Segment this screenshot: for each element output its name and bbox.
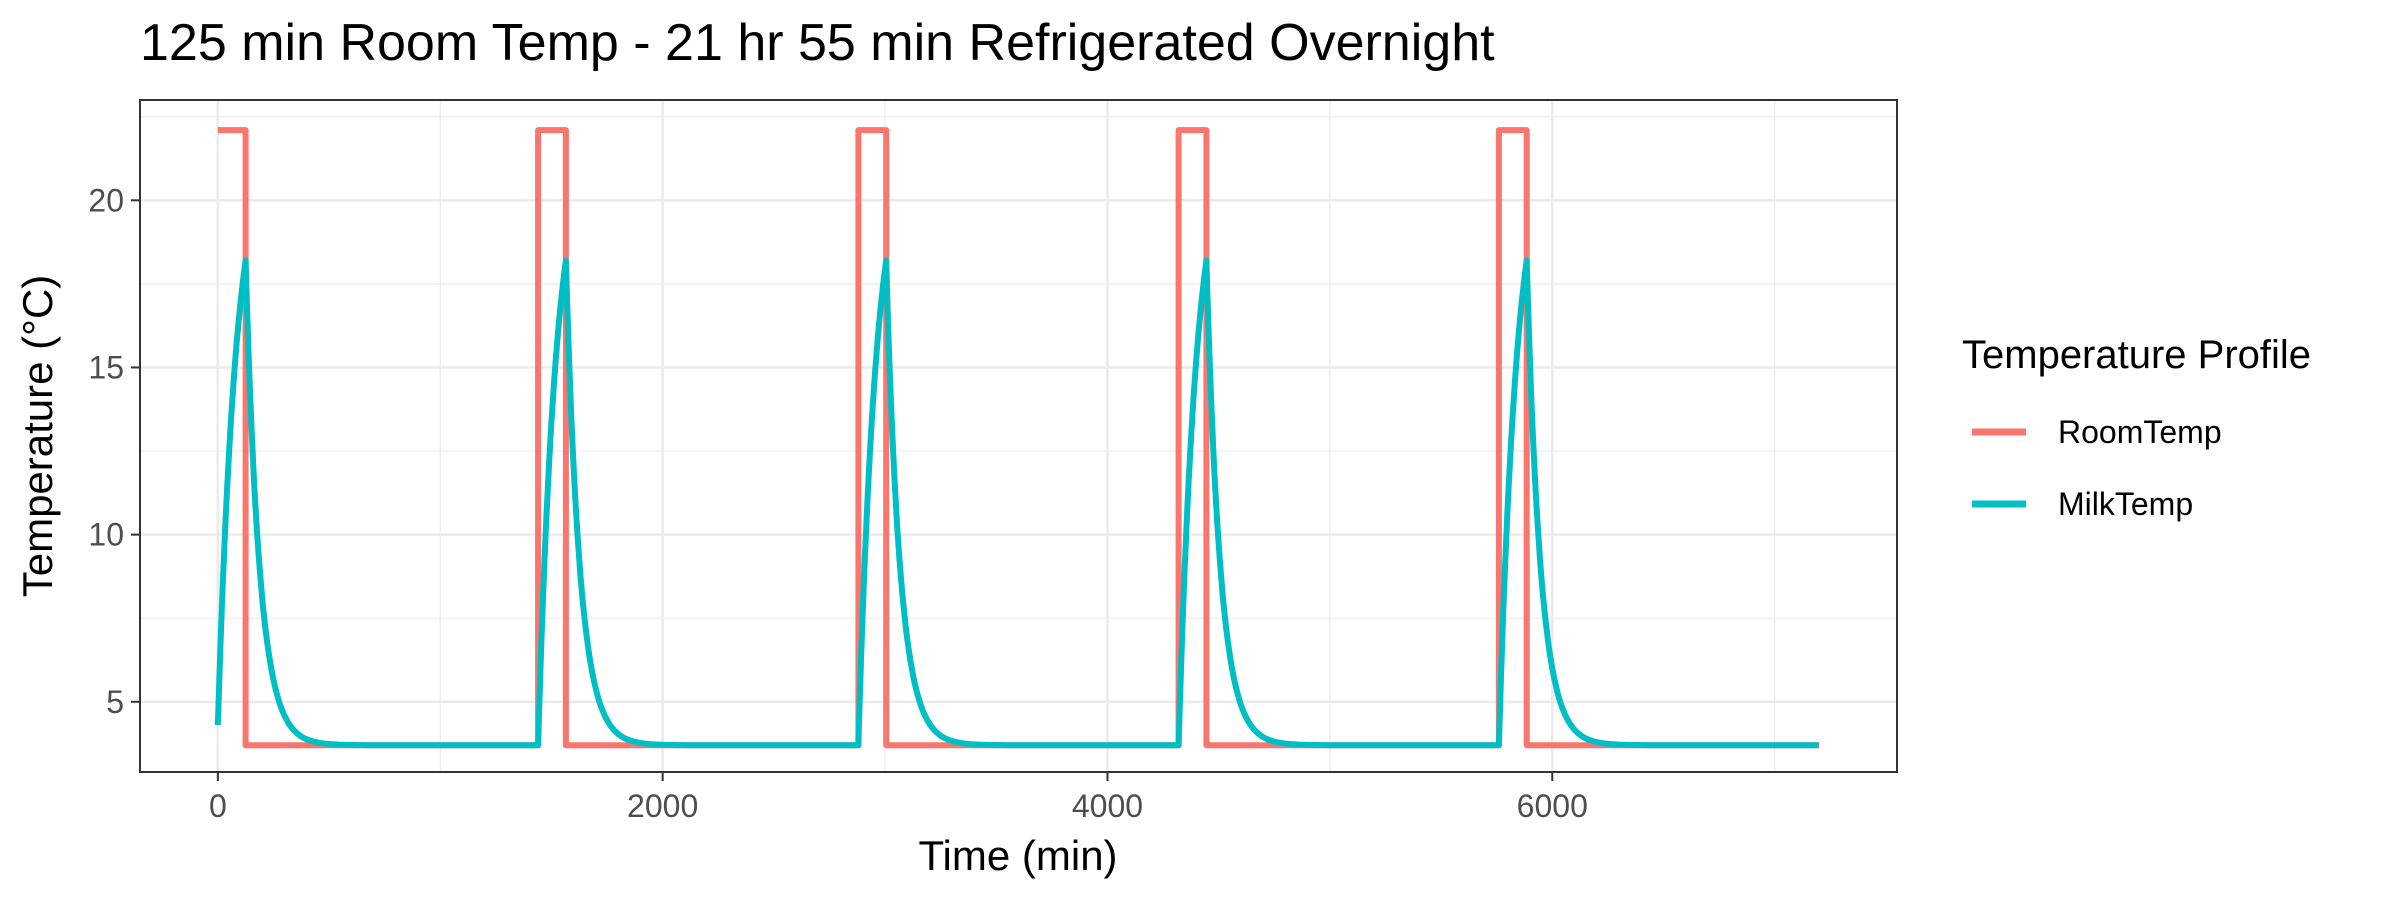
chart-title: 125 min Room Temp - 21 hr 55 min Refrige… (140, 14, 1495, 72)
x-tick-label: 2000 (627, 788, 698, 824)
y-axis-title: Temperature (°C) (14, 275, 61, 598)
x-axis-title: Time (min) (918, 832, 1117, 879)
legend: Temperature Profile RoomTemp MilkTemp (1962, 333, 2311, 522)
series-line-milktemp (214, 257, 1821, 749)
plot-border (139, 99, 1898, 773)
y-tick-label: 20 (88, 182, 124, 218)
x-tick-label: 6000 (1517, 788, 1588, 824)
x-tick-label: 0 (209, 788, 227, 824)
legend-label-roomtemp: RoomTemp (2058, 414, 2222, 450)
grid-major (140, 100, 1897, 772)
y-tick-label: 10 (88, 517, 124, 553)
x-tick-label: 4000 (1072, 788, 1143, 824)
plot-background (140, 100, 1897, 772)
series-line-roomtemp (217, 127, 1820, 749)
y-tick-label: 5 (106, 684, 124, 720)
y-axis: 5 10 15 20 (88, 182, 140, 720)
x-axis: 0 2000 4000 6000 (209, 772, 1588, 824)
plot-panel (139, 99, 1898, 773)
series-layer (214, 127, 1821, 749)
legend-label-milktemp: MilkTemp (2058, 486, 2193, 522)
y-tick-label: 15 (88, 349, 124, 385)
legend-title: Temperature Profile (1962, 333, 2311, 377)
